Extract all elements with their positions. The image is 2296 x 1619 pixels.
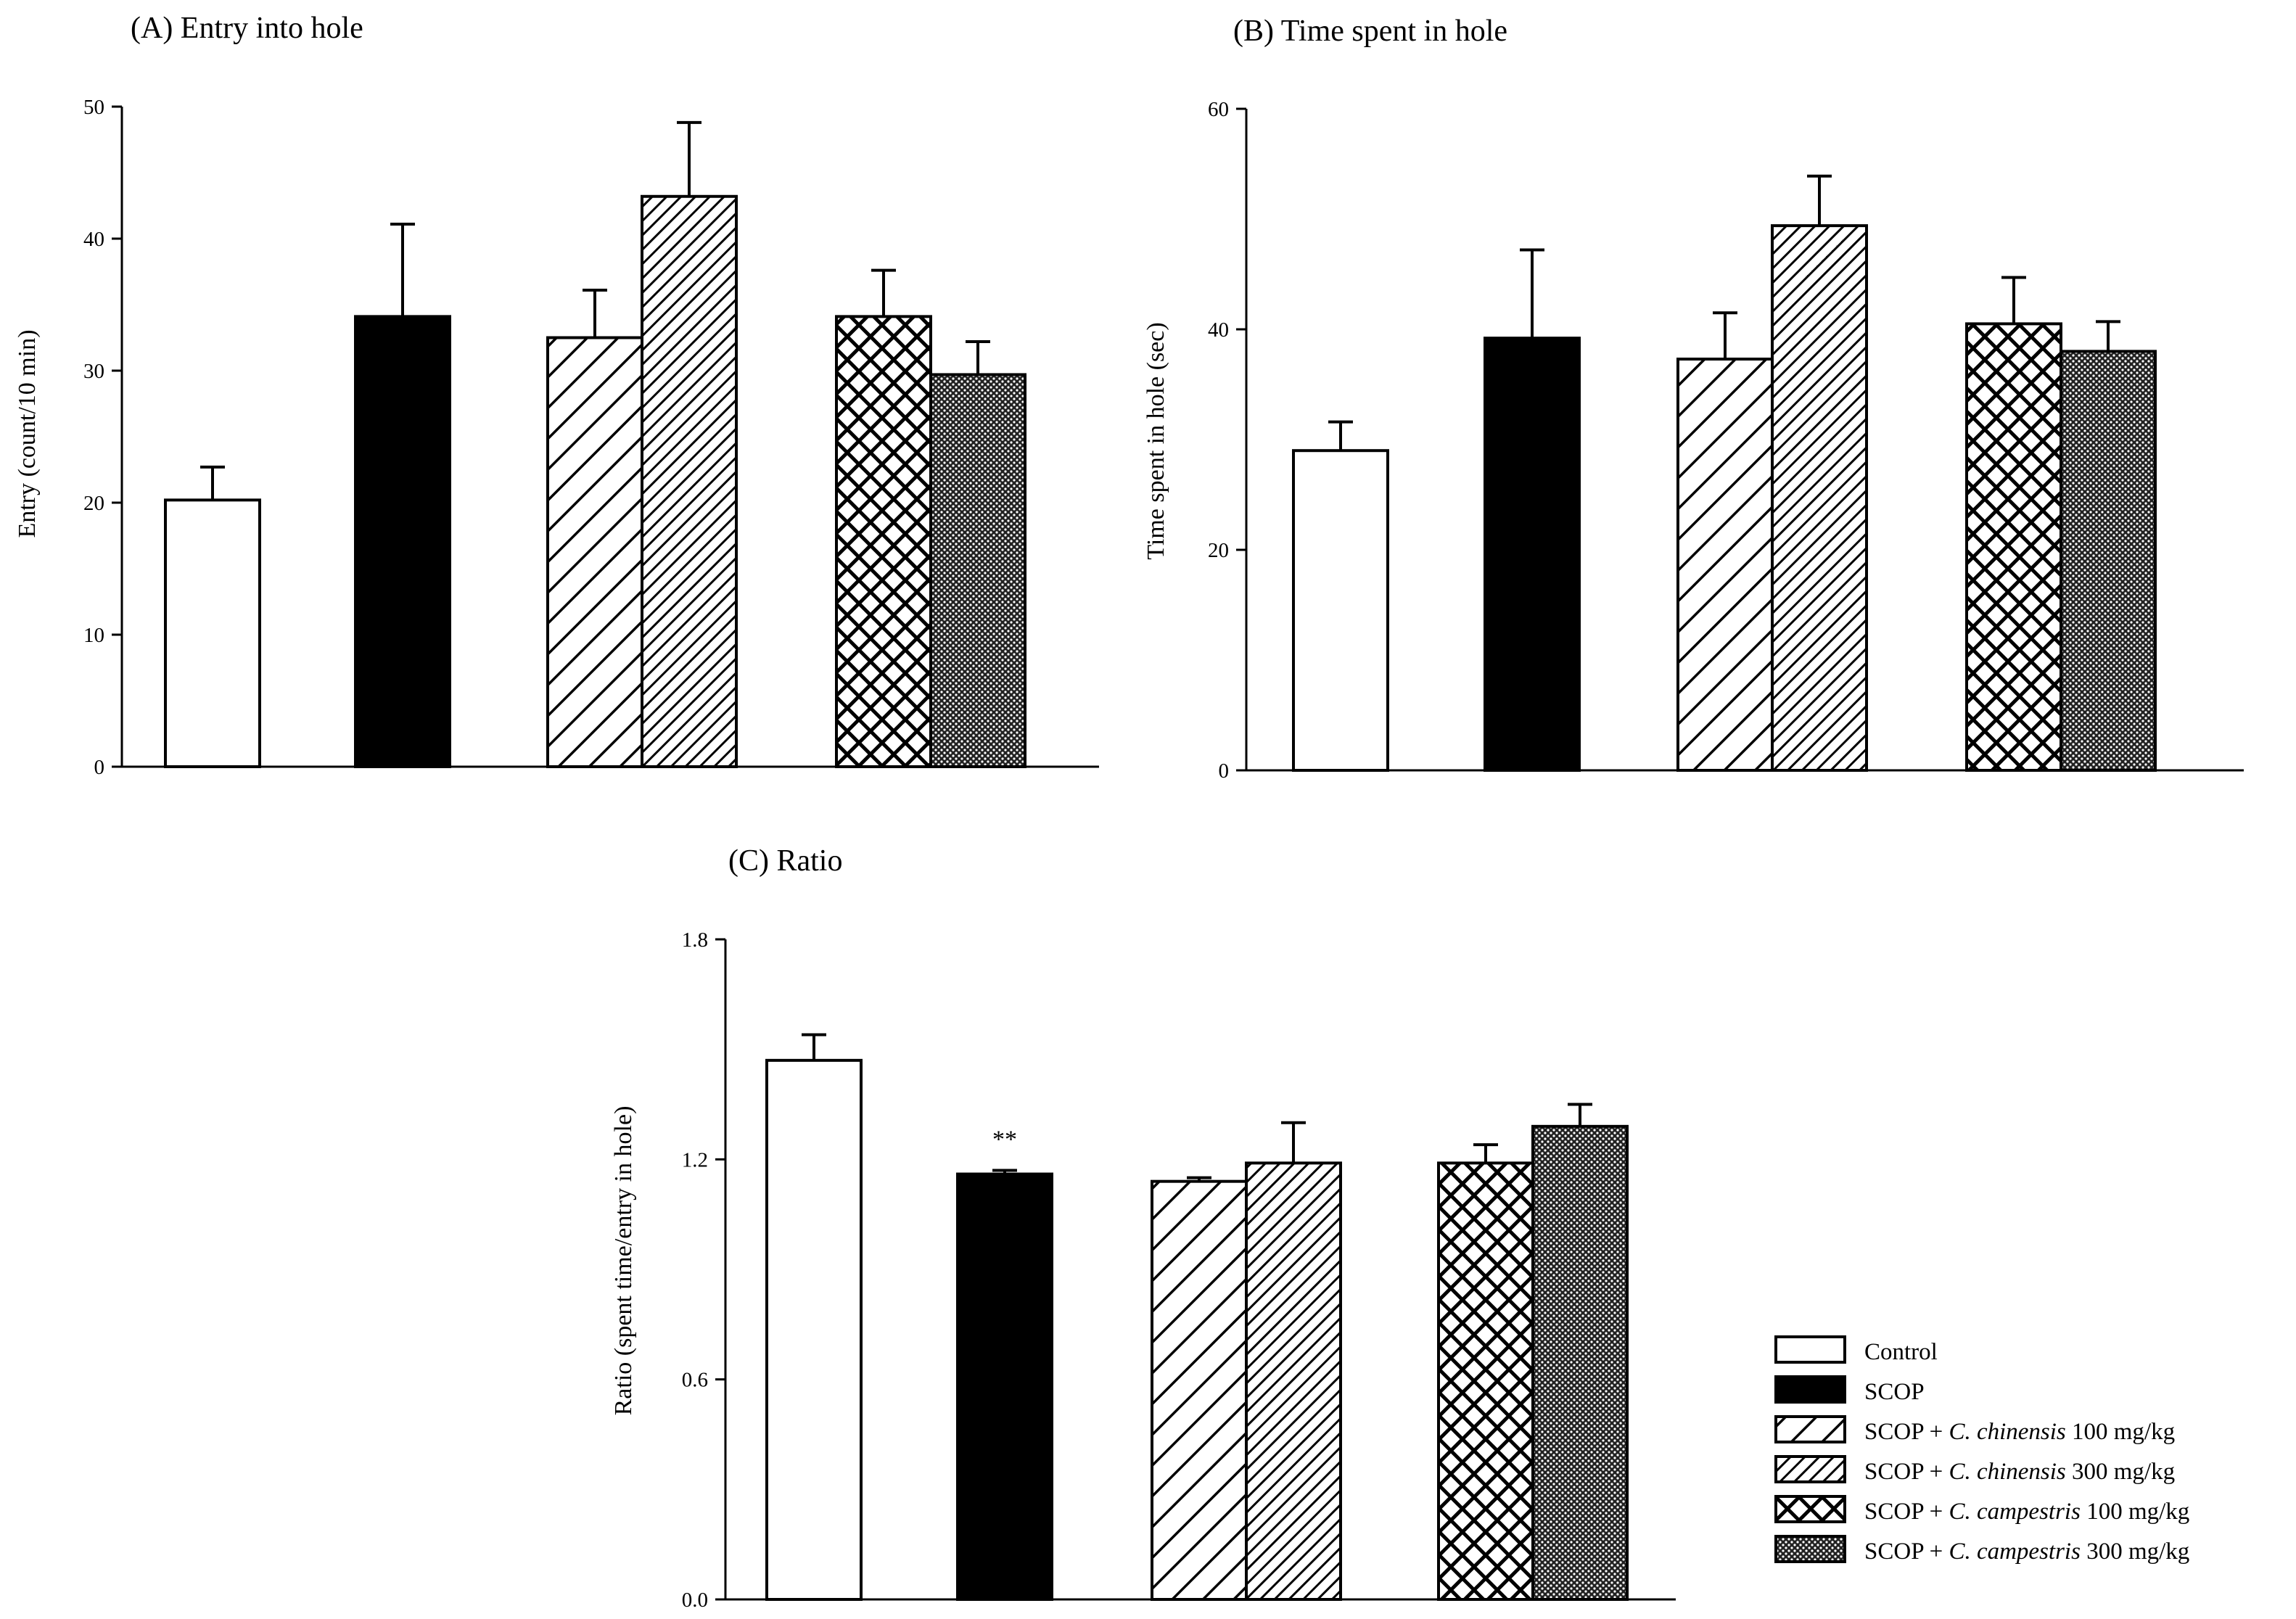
- panel-b-bar: [1292, 449, 1389, 772]
- panel-a-bar: [354, 315, 451, 768]
- panel-a-y-tick-label: 30: [83, 360, 104, 383]
- panel-b-plot-area: 0 20 40 60: [1208, 98, 2244, 783]
- legend-item-campestris-300: SCOP + C. campestris 300 mg/kg: [1774, 1535, 2189, 1565]
- panel-b-bar: [1676, 358, 1774, 773]
- legend-swatch-control: [1774, 1335, 1846, 1364]
- legend-label-chinensis-100: SCOP + C. chinensis 100 mg/kg: [1864, 1419, 2175, 1445]
- panel-b-bar: [2060, 350, 2157, 772]
- panel-a-bar: [929, 373, 1026, 768]
- panel-a-title: (A) Entry into hole: [131, 12, 363, 45]
- legend-item-chinensis-300: SCOP + C. chinensis 300 mg/kg: [1774, 1455, 2175, 1485]
- legend-swatch-campestris-300: [1774, 1535, 1846, 1563]
- panel-b-y-tick-label: 60: [1208, 98, 1229, 121]
- legend-label-scop: SCOP: [1864, 1379, 1925, 1405]
- legend-item-scop: SCOP: [1774, 1375, 1925, 1405]
- panel-c-ylabel: Ratio (spent time/entry in hole): [610, 1106, 637, 1416]
- panel-c: (C) Ratio Ratio (spent time/entry in hol…: [610, 844, 1676, 1612]
- legend-swatch-campestris-100: [1774, 1495, 1846, 1523]
- panel-c-y-tick-label: 0.6: [682, 1369, 708, 1392]
- panel-a-y-tick-label: 50: [83, 96, 104, 119]
- panel-a-y-tick-label: 10: [83, 624, 104, 647]
- panel-a-ylabel: Entry (count/10 min): [14, 329, 41, 537]
- panel-a-bar: [641, 194, 738, 768]
- panel-b: (B) Time spent in hole Time spent in hol…: [1143, 15, 2244, 783]
- legend-label-control: Control: [1864, 1339, 1938, 1365]
- legend-swatch-scop: [1774, 1375, 1846, 1404]
- panel-b-bar: [1771, 224, 1868, 772]
- legend-label-chinensis-300: SCOP + C. chinensis 300 mg/kg: [1864, 1459, 2175, 1485]
- panel-b-bar: [1965, 322, 2062, 772]
- legend: Control SCOP SCOP + C. chinensis 100 mg/…: [1774, 1335, 2189, 1565]
- panel-c-y-tick-label: 1.8: [682, 928, 708, 952]
- panel-c-bar: [1531, 1124, 1629, 1602]
- panel-b-bar: [1484, 337, 1581, 773]
- panel-c-title: (C) Ratio: [728, 844, 842, 878]
- legend-label-campestris-300: SCOP + C. campestris 300 mg/kg: [1864, 1538, 2189, 1565]
- panel-c-bar: [1245, 1161, 1342, 1601]
- panel-b-y-tick-label: 40: [1208, 318, 1229, 342]
- panel-a-plot-area: 0 10 20 30 40 50: [83, 96, 1099, 779]
- panel-a-y-tick-label: 40: [83, 228, 104, 251]
- panel-a-y-tick-label: 0: [94, 756, 105, 779]
- panel-a-bar: [546, 336, 643, 768]
- panel-b-y-tick-label: 0: [1219, 759, 1230, 783]
- legend-label-campestris-100: SCOP + C. campestris 100 mg/kg: [1864, 1499, 2189, 1525]
- panel-c-significance-label: **: [992, 1126, 1017, 1153]
- legend-item-chinensis-100: SCOP + C. chinensis 100 mg/kg: [1774, 1415, 2175, 1445]
- panel-c-bar: [765, 1058, 863, 1602]
- legend-swatch-chinensis-300: [1774, 1455, 1846, 1483]
- legend-item-control: Control: [1774, 1335, 1938, 1365]
- panel-c-bar: [1151, 1179, 1248, 1601]
- panel-a-bar: [835, 315, 932, 768]
- legend-item-campestris-100: SCOP + C. campestris 100 mg/kg: [1774, 1495, 2189, 1525]
- panel-b-title: (B) Time spent in hole: [1233, 15, 1507, 48]
- panel-c-y-tick-label: 1.2: [682, 1148, 708, 1171]
- panel-a-bar: [164, 498, 261, 768]
- panel-a-y-tick-label: 20: [83, 492, 104, 515]
- panel-c-plot-area: 0.0 0.6 1.2 1.8 **: [682, 928, 1676, 1612]
- legend-swatch-chinensis-100: [1774, 1415, 1846, 1443]
- panel-b-ylabel: Time spent in hole (sec): [1143, 322, 1169, 559]
- panel-c-y-tick-label: 0.0: [682, 1589, 708, 1612]
- panel-c-bar: [956, 1172, 1053, 1601]
- panel-c-bar: [1437, 1161, 1534, 1601]
- panel-a: (A) Entry into hole Entry (count/10 min)…: [14, 12, 1099, 779]
- panel-b-y-tick-label: 20: [1208, 539, 1229, 562]
